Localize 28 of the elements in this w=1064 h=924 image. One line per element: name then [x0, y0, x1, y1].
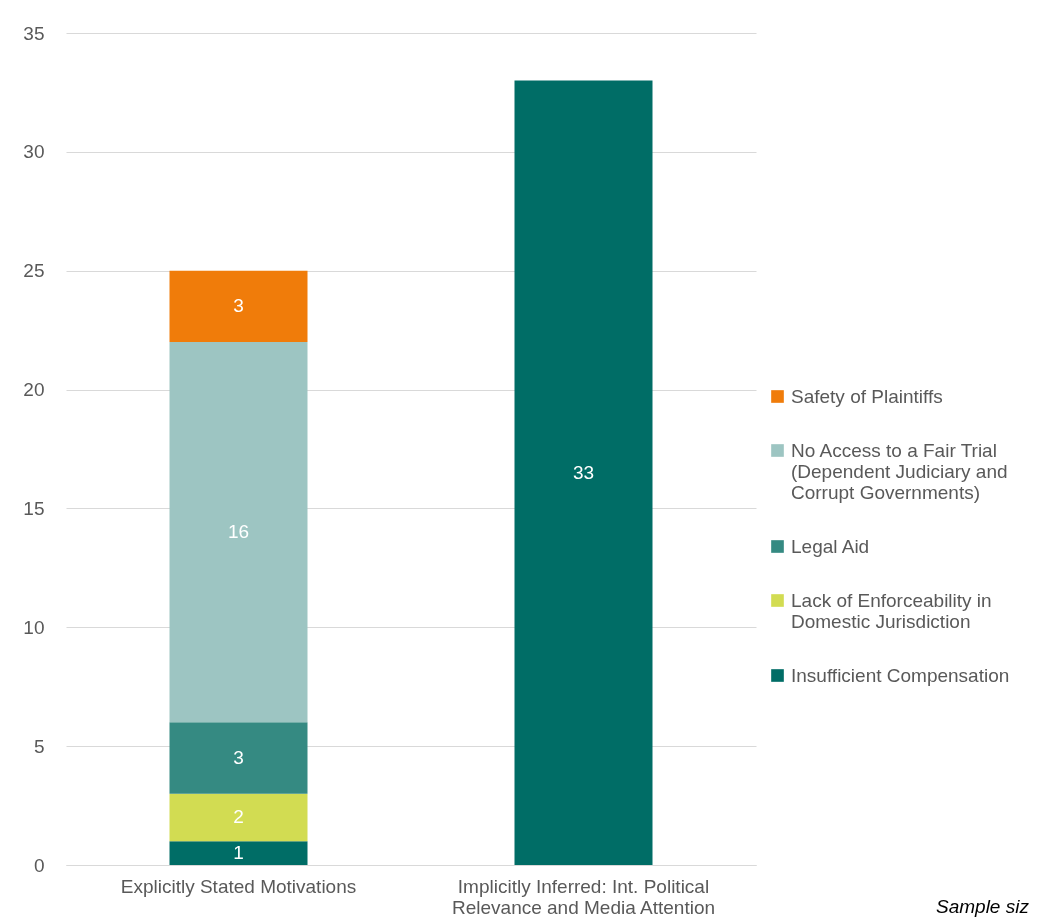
x-tick-label: Explicitly Stated Motivations	[120, 875, 357, 897]
x-tick-label: Implicitly Inferred: Int. Political Relevance and Media Attention	[451, 875, 716, 918]
text: Sample siz	[936, 896, 1029, 918]
y-tick-label: 15	[23, 497, 45, 519]
data-label: 3	[233, 747, 244, 769]
bar	[169, 793, 308, 842]
bar	[169, 722, 308, 794]
bar	[514, 80, 653, 865]
y-tick-label: 20	[23, 379, 45, 401]
legend-label: No Access to a Fair Trial (Dependent Judiciary and Corrupt Governments)	[791, 439, 1008, 503]
y-tick-label: 5	[33, 735, 45, 757]
legend-label: Insufficient Compensation	[791, 664, 1010, 686]
y-tick-label: 30	[23, 141, 45, 163]
data-label: 1	[233, 842, 244, 864]
y-tick-label: 35	[23, 22, 45, 44]
data-label: 2	[233, 806, 244, 828]
bar	[169, 270, 308, 343]
legend-label: Safety of Plaintiffs	[791, 385, 943, 407]
data-label: 33	[572, 461, 595, 483]
y-tick-label: 0	[33, 854, 45, 876]
data-label: 3	[233, 295, 244, 317]
bar	[169, 841, 308, 865]
y-tick-label: 10	[23, 616, 45, 638]
data-label: 16	[227, 521, 250, 543]
legend-label: Legal Aid	[791, 535, 870, 557]
y-tick-label: 25	[23, 260, 45, 282]
legend-label: Lack of Enforceability in Domestic Jurisdiction	[791, 589, 992, 632]
bar	[169, 342, 308, 723]
